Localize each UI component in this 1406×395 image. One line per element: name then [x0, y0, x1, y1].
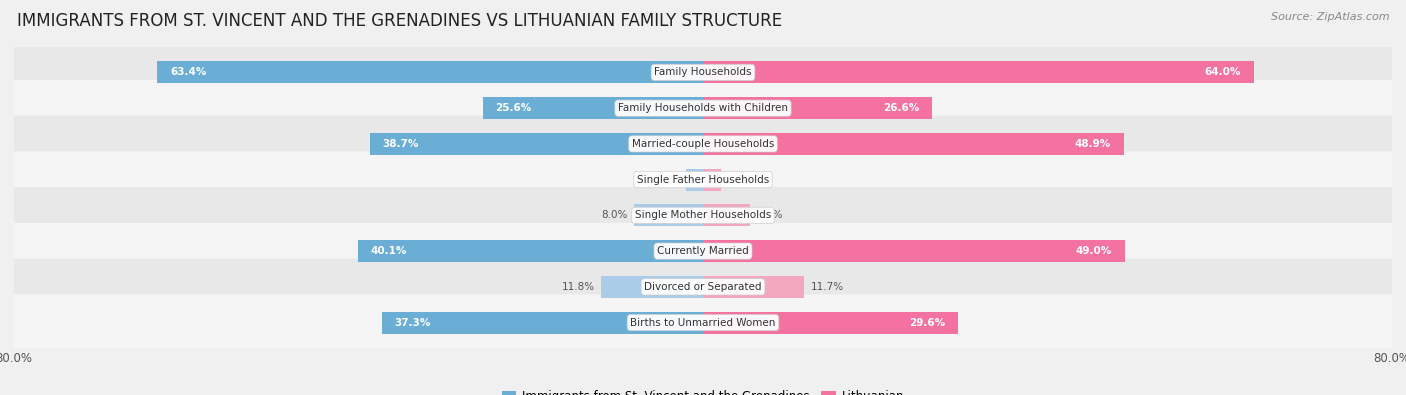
Text: 63.4%: 63.4%	[170, 68, 207, 77]
Bar	[382, 312, 703, 334]
Bar	[482, 97, 703, 119]
FancyBboxPatch shape	[0, 223, 1406, 279]
Text: 48.9%: 48.9%	[1076, 139, 1111, 149]
Text: 11.7%: 11.7%	[811, 282, 844, 292]
Text: Family Households: Family Households	[654, 68, 752, 77]
Bar	[357, 240, 703, 262]
Text: Source: ZipAtlas.com: Source: ZipAtlas.com	[1271, 12, 1389, 22]
Bar	[602, 276, 703, 298]
Text: Currently Married: Currently Married	[657, 246, 749, 256]
Bar	[703, 97, 932, 119]
Bar	[703, 204, 749, 226]
Text: 64.0%: 64.0%	[1205, 68, 1241, 77]
Text: Married-couple Households: Married-couple Households	[631, 139, 775, 149]
Legend: Immigrants from St. Vincent and the Grenadines, Lithuanian: Immigrants from St. Vincent and the Gren…	[498, 385, 908, 395]
Bar	[686, 169, 703, 191]
Text: Births to Unmarried Women: Births to Unmarried Women	[630, 318, 776, 327]
Text: 5.4%: 5.4%	[756, 211, 783, 220]
FancyBboxPatch shape	[0, 80, 1406, 136]
Text: Family Households with Children: Family Households with Children	[619, 103, 787, 113]
Text: Single Father Households: Single Father Households	[637, 175, 769, 184]
Text: 38.7%: 38.7%	[382, 139, 419, 149]
Bar	[703, 61, 1254, 83]
FancyBboxPatch shape	[0, 44, 1406, 101]
Text: 8.0%: 8.0%	[600, 211, 627, 220]
Bar	[634, 204, 703, 226]
Bar	[703, 240, 1125, 262]
Text: 29.6%: 29.6%	[908, 318, 945, 327]
Text: 26.6%: 26.6%	[883, 103, 920, 113]
FancyBboxPatch shape	[0, 116, 1406, 172]
Bar	[157, 61, 703, 83]
FancyBboxPatch shape	[0, 187, 1406, 244]
Text: Divorced or Separated: Divorced or Separated	[644, 282, 762, 292]
Text: 2.1%: 2.1%	[728, 175, 755, 184]
Bar	[370, 133, 703, 155]
Text: 40.1%: 40.1%	[371, 246, 406, 256]
Text: 11.8%: 11.8%	[561, 282, 595, 292]
Text: 25.6%: 25.6%	[495, 103, 531, 113]
Bar	[703, 169, 721, 191]
FancyBboxPatch shape	[0, 151, 1406, 208]
Bar	[703, 312, 957, 334]
FancyBboxPatch shape	[0, 294, 1406, 351]
Text: 2.0%: 2.0%	[652, 175, 679, 184]
Bar	[703, 276, 804, 298]
Text: 37.3%: 37.3%	[395, 318, 432, 327]
Text: Single Mother Households: Single Mother Households	[636, 211, 770, 220]
Bar	[703, 133, 1125, 155]
FancyBboxPatch shape	[0, 259, 1406, 315]
Text: 49.0%: 49.0%	[1076, 246, 1112, 256]
Text: IMMIGRANTS FROM ST. VINCENT AND THE GRENADINES VS LITHUANIAN FAMILY STRUCTURE: IMMIGRANTS FROM ST. VINCENT AND THE GREN…	[17, 12, 782, 30]
